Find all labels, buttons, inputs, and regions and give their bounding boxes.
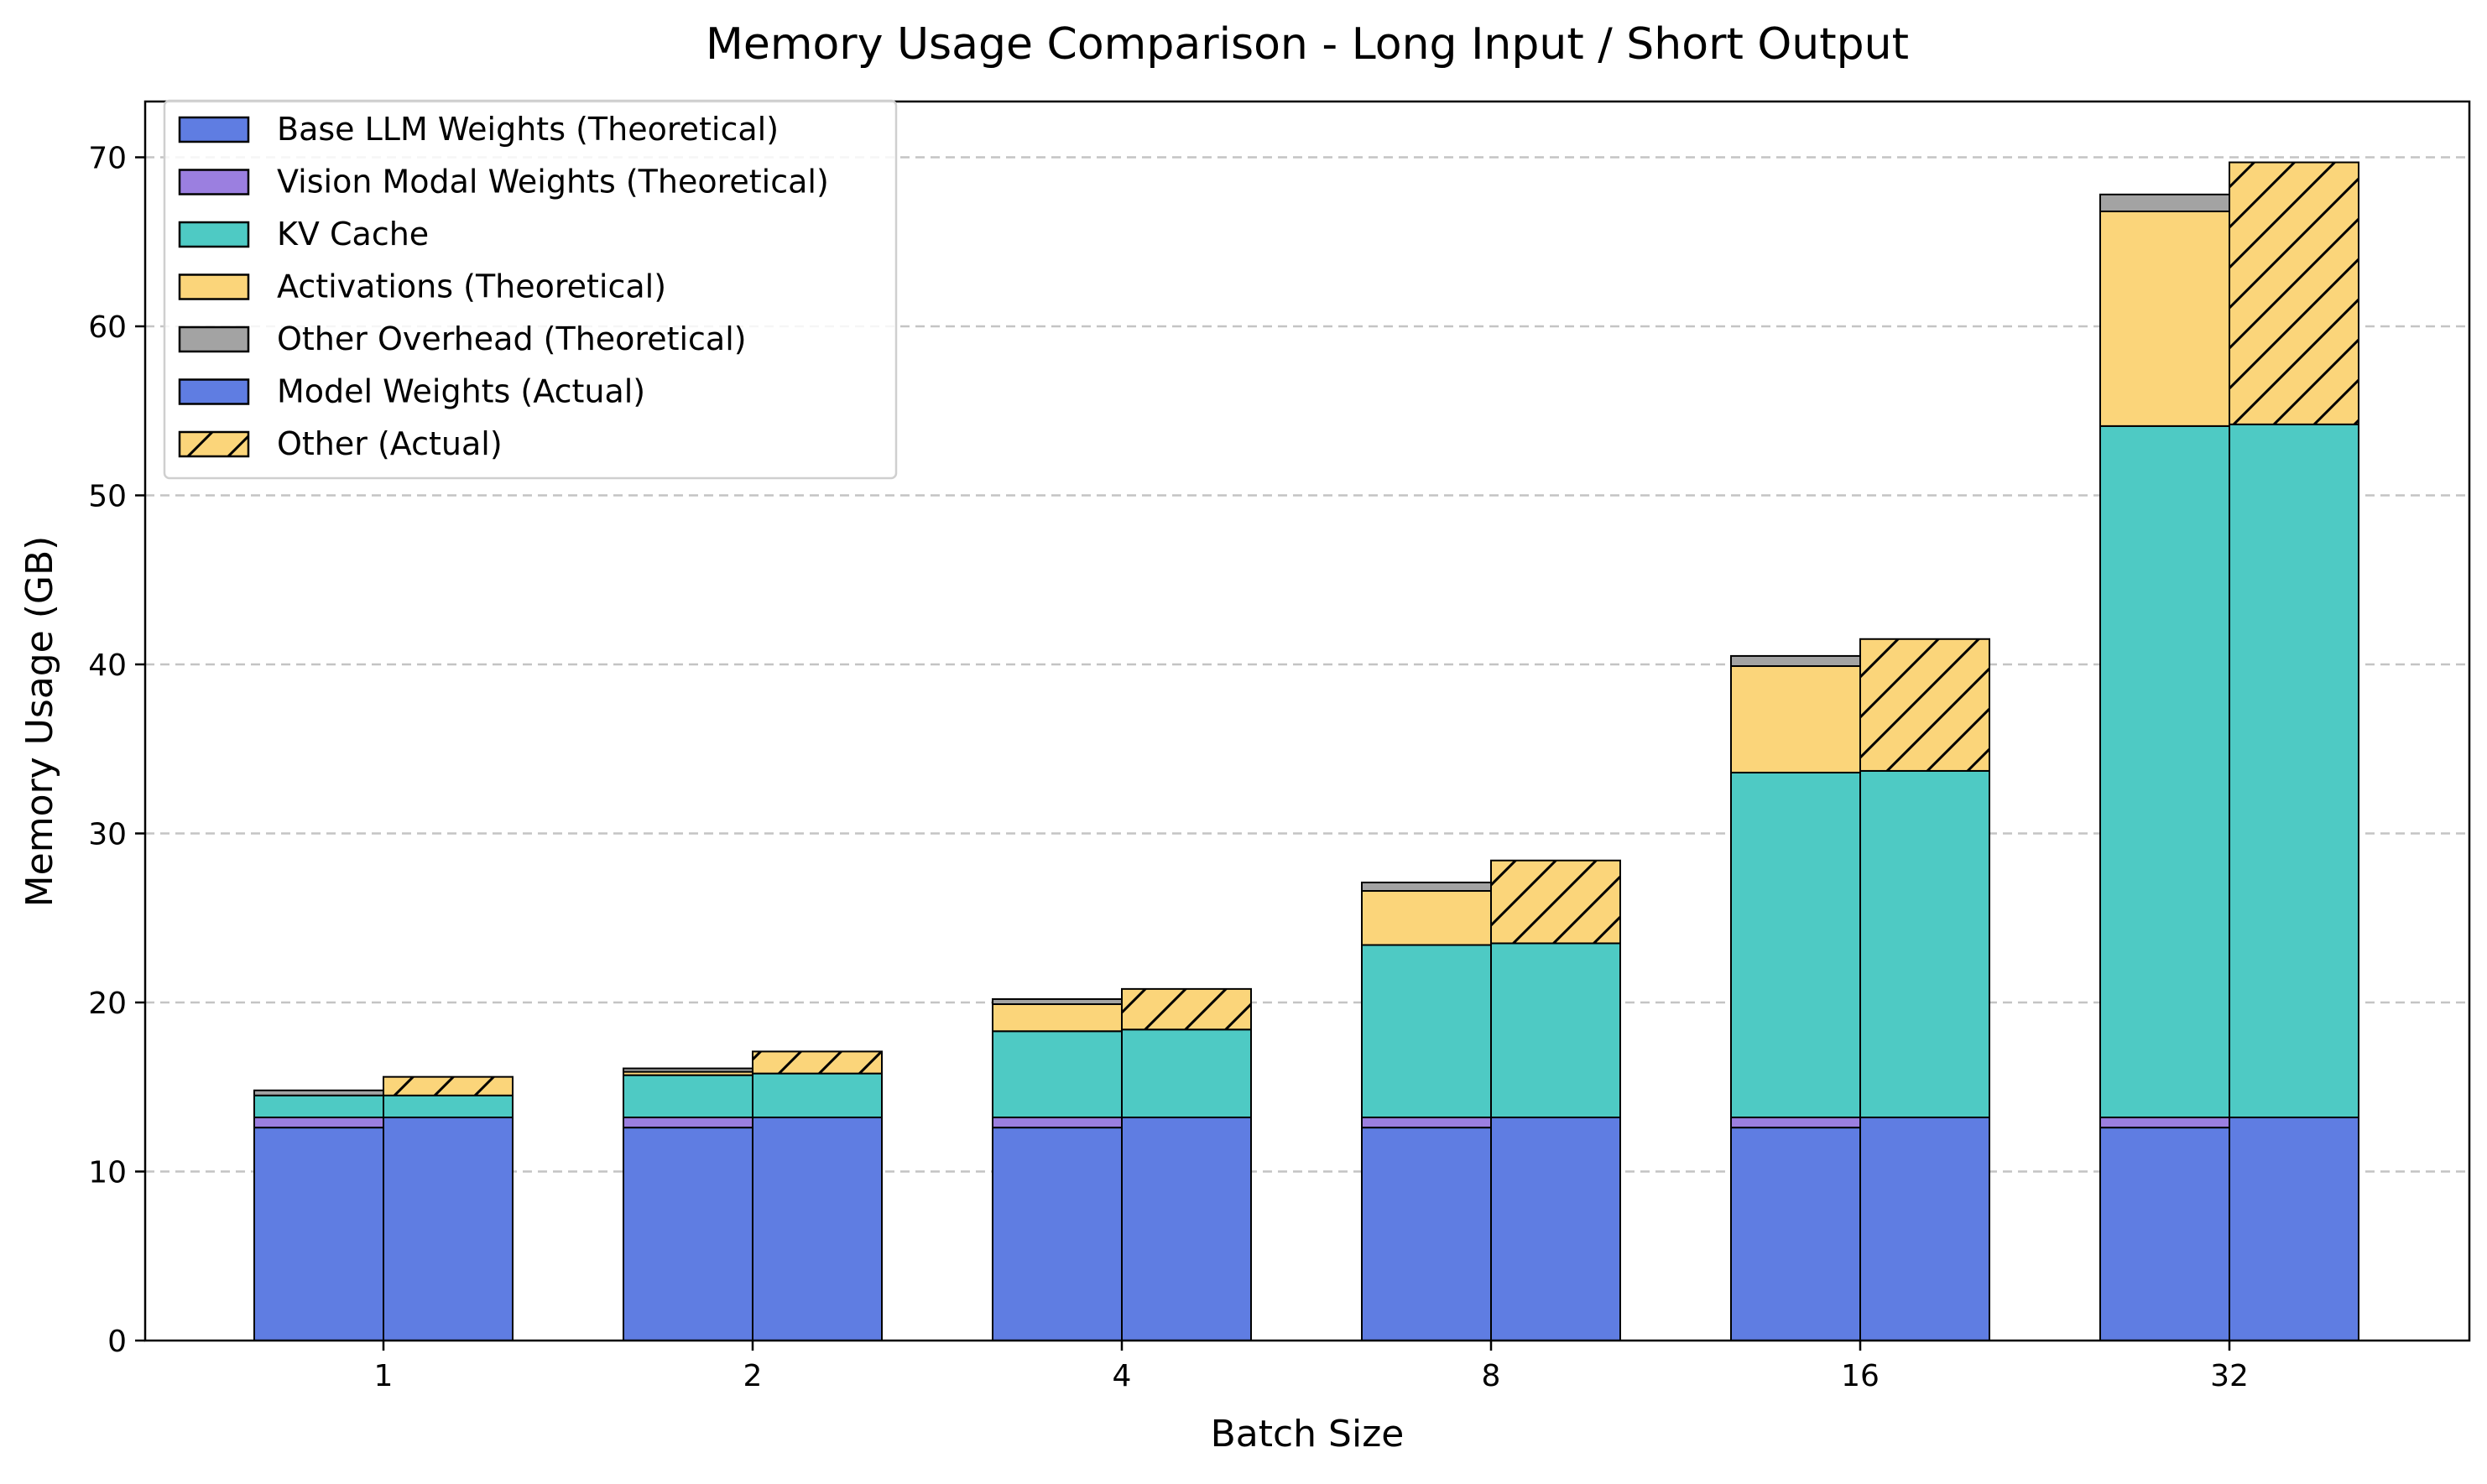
bar-theoretical-base-llm-weights-4 (992, 1127, 1123, 1341)
bar-actual-kv-cache-2 (752, 1072, 883, 1119)
legend-label: Model Weights (Actual) (277, 373, 645, 410)
bar-actual-kv-cache-8 (1490, 942, 1621, 1119)
bar-theoretical-base-llm-weights-32 (2099, 1127, 2230, 1341)
bar-theoretical-kv-cache-2 (623, 1074, 753, 1119)
bar-actual-model-weights-16 (1859, 1117, 1990, 1341)
bar-actual-model-weights-8 (1490, 1117, 1621, 1341)
bar-theoretical-kv-cache-4 (992, 1030, 1123, 1119)
y-tick-label: 40 (88, 648, 127, 683)
bars (253, 161, 2359, 1341)
chart-title: Memory Usage Comparison - Long Input / S… (706, 19, 1909, 70)
bar-theoretical-kv-cache-32 (2099, 424, 2230, 1119)
legend-label: Other Overhead (Theoretical) (277, 320, 747, 357)
y-tick-label: 60 (88, 310, 127, 345)
bar-theoretical-vision-modal-weights-32 (2099, 1117, 2230, 1129)
bar-actual-other-8 (1490, 859, 1621, 945)
y-tick-label: 20 (88, 987, 127, 1021)
bar-actual-other-4 (1121, 987, 1252, 1031)
bar-theoretical-base-llm-weights-1 (253, 1127, 384, 1341)
y-tick-label: 0 (107, 1325, 127, 1359)
bar-actual-kv-cache-16 (1859, 769, 1990, 1119)
bar-theoretical-activations-4 (992, 1003, 1123, 1033)
legend-label: Base LLM Weights (Theoretical) (277, 111, 779, 148)
bar-theoretical-other-overhead-2 (623, 1067, 753, 1073)
y-tick-label: 70 (88, 141, 127, 175)
x-tick-label: 8 (1482, 1359, 1501, 1393)
legend-label: KV Cache (277, 216, 429, 253)
bar-actual-other-16 (1859, 638, 1990, 772)
bar-actual-kv-cache-32 (2229, 423, 2359, 1119)
legend-swatch (178, 325, 250, 353)
bar-theoretical-vision-modal-weights-2 (623, 1117, 753, 1129)
legend-label: Activations (Theoretical) (277, 268, 666, 305)
legend-swatch (178, 116, 250, 143)
y-tick-label: 10 (88, 1155, 127, 1190)
bar-actual-kv-cache-4 (1121, 1028, 1252, 1119)
gridlines (145, 156, 2469, 1173)
y-tick-label: 50 (88, 479, 127, 513)
x-axis: 1 2 4 8 16 32 (374, 1341, 2249, 1393)
bar-actual-model-weights-1 (383, 1117, 514, 1341)
bar-theoretical-other-overhead-4 (992, 997, 1123, 1006)
bar-theoretical-other-overhead-1 (253, 1089, 384, 1096)
y-axis: 0 10 20 30 40 50 60 70 (88, 141, 145, 1359)
bar-theoretical-activations-16 (1730, 665, 1861, 773)
bar-actual-model-weights-2 (752, 1117, 883, 1341)
x-tick-label: 2 (743, 1359, 763, 1393)
bar-theoretical-vision-modal-weights-16 (1730, 1117, 1861, 1129)
x-axis-label: Batch Size (1211, 1413, 1405, 1455)
bar-theoretical-activations-32 (2099, 210, 2230, 427)
y-tick-label: 30 (88, 817, 127, 851)
legend: Base LLM Weights (Theoretical) Vision Mod… (163, 99, 898, 480)
legend-swatch (178, 221, 250, 248)
legend-swatch (178, 169, 250, 195)
bar-theoretical-kv-cache-1 (253, 1094, 384, 1119)
plot-frame (143, 100, 2471, 1342)
legend-swatch (178, 430, 250, 458)
bar-theoretical-vision-modal-weights-4 (992, 1117, 1123, 1129)
y-axis-label: Memory Usage (GB) (18, 536, 61, 908)
legend-label: Other (Actual) (277, 425, 503, 462)
bar-theoretical-activations-8 (1361, 890, 1492, 946)
bar-theoretical-other-overhead-8 (1361, 881, 1492, 893)
bar-theoretical-vision-modal-weights-8 (1361, 1117, 1492, 1129)
bar-actual-other-1 (383, 1075, 514, 1096)
bar-theoretical-base-llm-weights-16 (1730, 1127, 1861, 1341)
bar-theoretical-vision-modal-weights-1 (253, 1117, 384, 1129)
x-tick-label: 1 (374, 1359, 394, 1393)
bar-actual-model-weights-4 (1121, 1117, 1252, 1341)
bar-theoretical-other-overhead-16 (1730, 654, 1861, 668)
x-tick-label: 16 (1841, 1359, 1880, 1393)
x-tick-label: 32 (2210, 1359, 2249, 1393)
bar-theoretical-other-overhead-32 (2099, 193, 2230, 212)
bar-theoretical-kv-cache-16 (1730, 771, 1861, 1119)
legend-box (163, 99, 898, 480)
x-tick-label: 4 (1113, 1359, 1132, 1393)
bar-theoretical-kv-cache-8 (1361, 944, 1492, 1119)
bar-actual-other-32 (2229, 161, 2359, 425)
bar-theoretical-base-llm-weights-8 (1361, 1127, 1492, 1341)
legend-swatch (178, 273, 250, 300)
legend-label: Vision Modal Weights (Theoretical) (277, 164, 829, 200)
legend-swatch (178, 378, 250, 405)
bar-actual-model-weights-32 (2229, 1117, 2359, 1341)
bar-theoretical-base-llm-weights-2 (623, 1127, 753, 1341)
bar-actual-kv-cache-1 (383, 1094, 514, 1119)
bar-actual-other-2 (752, 1050, 883, 1075)
